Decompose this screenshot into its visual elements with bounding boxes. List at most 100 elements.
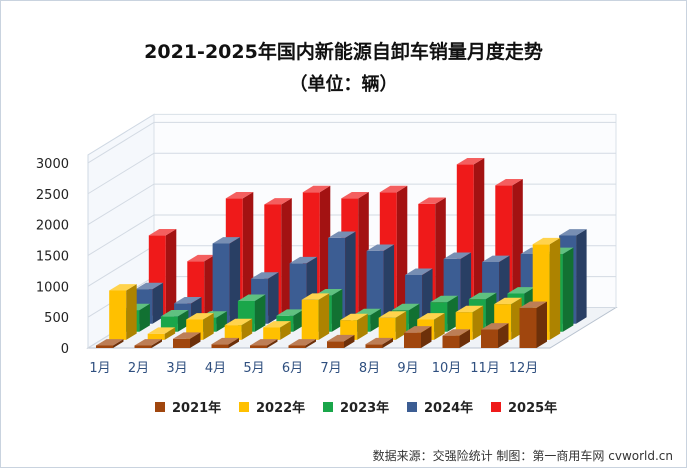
legend-swatch bbox=[491, 402, 501, 412]
bar bbox=[263, 321, 291, 340]
bar-front bbox=[519, 307, 537, 348]
bar-top bbox=[455, 305, 484, 313]
bar-front bbox=[404, 332, 421, 348]
bar-front bbox=[96, 345, 113, 348]
bar-side bbox=[241, 318, 253, 340]
bar bbox=[366, 244, 395, 324]
bar-front bbox=[224, 325, 242, 340]
x-axis: 1月 2月 3月 4月 5月 6月 7月 8月 9月 10月 11月 12月 bbox=[89, 361, 538, 376]
bar bbox=[378, 311, 407, 340]
bar-top bbox=[379, 185, 408, 193]
bar-side bbox=[318, 293, 330, 340]
bar-side bbox=[242, 191, 254, 316]
y-tick-label: 1500 bbox=[36, 249, 69, 264]
bar-top bbox=[251, 272, 279, 279]
bar-side bbox=[204, 254, 215, 316]
bar bbox=[365, 337, 393, 348]
bar-side bbox=[254, 294, 266, 332]
chart-title: 2021-2025年国内新能源自卸车销量月度走势 bbox=[144, 41, 543, 63]
bar-top bbox=[442, 329, 470, 336]
gridline bbox=[87, 121, 616, 164]
bar-front bbox=[301, 299, 319, 340]
bar-top bbox=[417, 313, 445, 320]
bar bbox=[211, 337, 239, 348]
y-tick-label: 500 bbox=[44, 311, 69, 326]
bar-front bbox=[481, 329, 498, 348]
bar-top bbox=[378, 311, 407, 318]
bar-top bbox=[173, 332, 201, 339]
bar-side bbox=[177, 309, 189, 332]
data-source-note: 数据来源：交强险统计 制图：第一商用车网 cvworld.cn bbox=[372, 449, 673, 463]
bar-top bbox=[212, 237, 241, 244]
legend-label: 2021年 bbox=[172, 400, 221, 416]
x-tick-label: 2月 bbox=[128, 361, 149, 376]
bar-side bbox=[151, 339, 162, 348]
bar-top bbox=[404, 326, 432, 333]
y-tick-label: 2500 bbox=[36, 188, 69, 203]
bar-side bbox=[370, 308, 381, 332]
x-tick-label: 11月 bbox=[470, 361, 500, 376]
bar-top bbox=[468, 292, 497, 300]
bar-side bbox=[434, 313, 445, 340]
bar-side bbox=[549, 237, 561, 340]
bar bbox=[250, 339, 278, 348]
bar-top bbox=[160, 309, 189, 317]
bar-top bbox=[148, 228, 177, 236]
bar-side bbox=[319, 185, 331, 316]
bar-top bbox=[135, 282, 164, 290]
bar-front bbox=[173, 338, 190, 348]
bar-top bbox=[495, 179, 523, 186]
x-tick-label: 4月 bbox=[205, 361, 226, 376]
legend-swatch bbox=[155, 402, 165, 412]
bar-top bbox=[301, 293, 330, 300]
bar-side bbox=[421, 326, 432, 348]
bar-top bbox=[96, 339, 124, 346]
bar-side bbox=[293, 309, 304, 332]
bar-side bbox=[164, 327, 176, 340]
x-tick-label: 12月 bbox=[509, 361, 539, 376]
bar-front bbox=[250, 345, 267, 348]
bar-side bbox=[331, 288, 343, 332]
bar-top bbox=[456, 158, 485, 165]
bar-top bbox=[134, 339, 162, 346]
legend-swatch bbox=[407, 402, 417, 412]
y-tick-label: 2000 bbox=[36, 219, 69, 234]
x-tick-label: 10月 bbox=[432, 361, 462, 376]
bar-side bbox=[562, 247, 574, 332]
bar bbox=[147, 327, 176, 340]
bar-side bbox=[395, 311, 407, 340]
bar-top bbox=[494, 297, 522, 305]
bar bbox=[288, 339, 316, 348]
bar bbox=[442, 329, 470, 348]
bar-top bbox=[276, 309, 304, 316]
bar-top bbox=[481, 323, 509, 330]
bar-top bbox=[109, 284, 137, 291]
bar-top bbox=[288, 339, 316, 346]
bar-side bbox=[345, 231, 356, 324]
bar-top bbox=[250, 339, 278, 346]
bar-top bbox=[341, 191, 369, 199]
x-tick-label: 7月 bbox=[320, 361, 341, 376]
bar-top bbox=[302, 185, 331, 193]
legend: 2021年 2022年 2023年 2024年 2025年 bbox=[155, 400, 557, 416]
bar-top bbox=[263, 321, 291, 328]
bar-top bbox=[532, 237, 561, 245]
bar-side bbox=[422, 268, 433, 324]
bar-front bbox=[378, 317, 396, 340]
x-tick-label: 8月 bbox=[359, 361, 380, 376]
y-tick-label: 3000 bbox=[36, 157, 69, 172]
x-tick-label: 9月 bbox=[397, 361, 418, 376]
bar-side bbox=[511, 297, 522, 340]
bar-top bbox=[187, 254, 215, 262]
bar-top bbox=[366, 244, 395, 251]
bar-top bbox=[327, 334, 355, 342]
bar-side bbox=[576, 229, 587, 324]
bar-front bbox=[288, 345, 306, 348]
bar-top bbox=[365, 337, 393, 345]
y-tick-label: 1000 bbox=[36, 280, 69, 295]
bar-front bbox=[442, 335, 460, 348]
bar-side bbox=[228, 337, 239, 348]
legend-swatch bbox=[239, 402, 249, 412]
bar-side bbox=[536, 301, 547, 348]
bar-side bbox=[459, 329, 470, 348]
